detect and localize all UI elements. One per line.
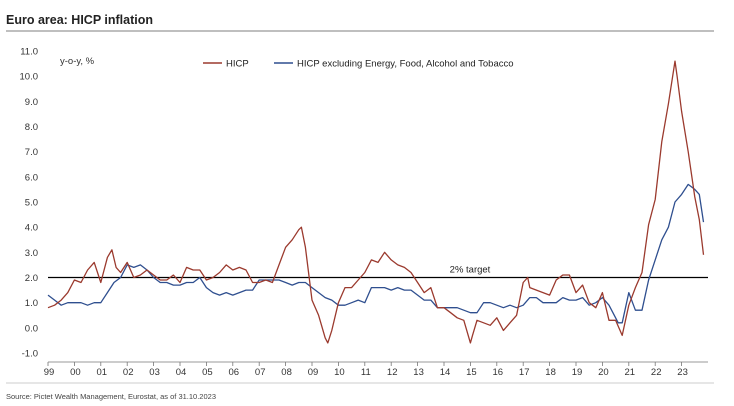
y-tick-label: 9.0 xyxy=(25,97,38,108)
y-tick-label: 7.0 xyxy=(25,147,38,158)
x-tick-label: 17 xyxy=(519,367,530,378)
legend-label-hicp: HICP xyxy=(226,59,249,70)
x-ticks: 99 00 01 02 03 04 05 06 07 08 09 10 11 12 13 14 15 16 17 18… xyxy=(44,361,708,378)
y-tick-label: 1.0 xyxy=(25,298,38,309)
x-tick-label: 03 xyxy=(149,367,160,378)
y-tick-label: 10.0 xyxy=(20,72,39,83)
y-tick-label: -1.0 xyxy=(22,349,38,360)
x-tick-label: 01 xyxy=(97,367,108,378)
x-tick-label: 18 xyxy=(545,367,556,378)
x-tick-label: 00 xyxy=(70,367,81,378)
source-note: Source: Pictet Wealth Management, Eurost… xyxy=(6,392,216,401)
x-tick-label: 11 xyxy=(361,367,371,378)
legend-label-core: HICP excluding Energy, Food, Alcohol and… xyxy=(297,59,514,70)
x-tick-label: 09 xyxy=(308,367,319,378)
x-tick-label: 10 xyxy=(334,367,345,378)
x-tick-label: 14 xyxy=(440,367,451,378)
y-tick-label: 5.0 xyxy=(25,198,38,209)
x-tick-label: 19 xyxy=(572,367,583,378)
series-line-hicp xyxy=(47,60,705,344)
y-tick-label: 11.0 xyxy=(20,47,38,58)
x-tick-label: 20 xyxy=(598,367,609,378)
series-group xyxy=(47,60,705,344)
x-tick-label: 12 xyxy=(387,367,398,378)
x-tick-label: 21 xyxy=(625,367,636,378)
x-tick-label: 15 xyxy=(466,367,477,378)
y-tick-label: 0.0 xyxy=(25,323,38,334)
y-tick-label: 6.0 xyxy=(25,172,38,183)
y-tick-label: 3.0 xyxy=(25,248,38,259)
x-tick-label: 08 xyxy=(281,367,292,378)
x-tick-label: 99 xyxy=(44,367,55,378)
x-tick-label: 23 xyxy=(677,367,688,378)
target-line-label: 2% target xyxy=(450,265,491,276)
y-tick-label: 8.0 xyxy=(25,122,38,133)
x-tick-label: 06 xyxy=(229,367,240,378)
y-ticks: 11.0 10.0 9.0 8.0 7.0 6.0 5.0 4.0 3.0 2.0 1.0 0.0 -1… xyxy=(20,47,39,360)
y-tick-label: 2.0 xyxy=(25,273,38,284)
x-tick-label: 05 xyxy=(202,367,213,378)
chart-title: Euro area: HICP inflation xyxy=(6,13,153,27)
legend: HICP HICP excluding Energy, Food, Alcoho… xyxy=(203,59,514,70)
x-tick-label: 02 xyxy=(123,367,134,378)
y-axis-label: y-o-y, % xyxy=(60,56,95,67)
x-tick-label: 04 xyxy=(176,367,187,378)
y-tick-label: 4.0 xyxy=(25,223,38,234)
x-tick-label: 16 xyxy=(493,367,504,378)
x-tick-label: 13 xyxy=(413,367,424,378)
x-tick-label: 07 xyxy=(255,367,266,378)
x-tick-label: 22 xyxy=(651,367,662,378)
